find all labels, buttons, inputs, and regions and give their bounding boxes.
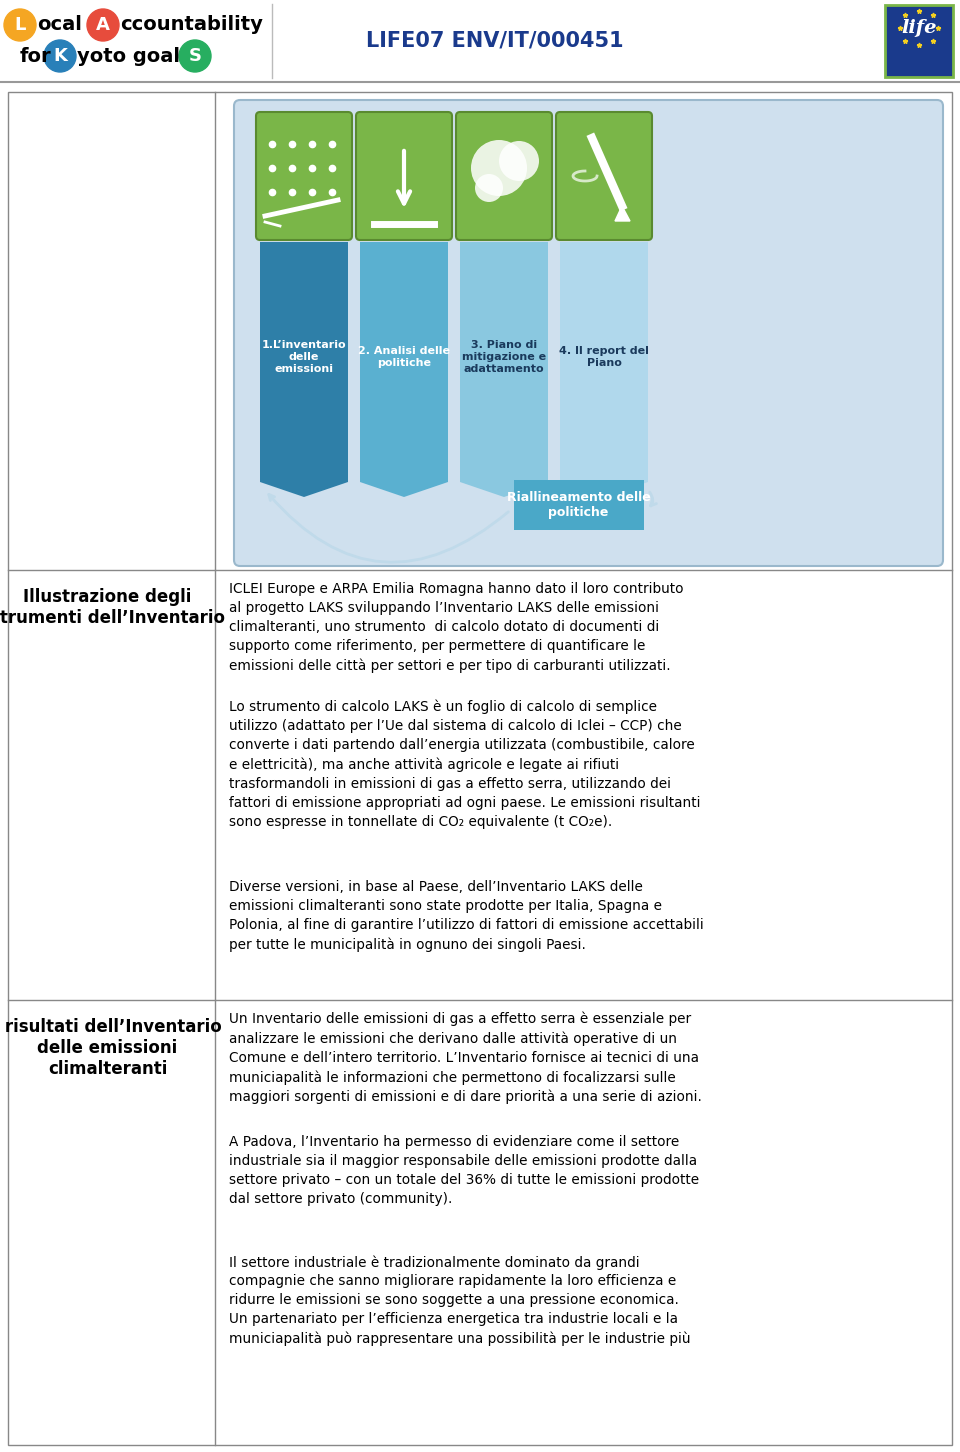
- FancyBboxPatch shape: [356, 112, 452, 240]
- FancyBboxPatch shape: [234, 100, 943, 566]
- Text: A Padova, l’Inventario ha permesso di evidenziare come il settore
industriale si: A Padova, l’Inventario ha permesso di ev…: [229, 1135, 699, 1205]
- Circle shape: [499, 141, 539, 182]
- Bar: [514, 481, 643, 530]
- Polygon shape: [615, 206, 630, 221]
- Text: life: life: [901, 19, 937, 36]
- Polygon shape: [360, 472, 448, 497]
- Text: yoto goal: yoto goal: [77, 46, 180, 65]
- Text: Illustrazione degli
strumenti dell’Inventario: Illustrazione degli strumenti dell’Inven…: [0, 588, 225, 627]
- Circle shape: [87, 9, 119, 41]
- Text: L: L: [14, 16, 26, 33]
- Bar: [560, 242, 648, 472]
- Text: I risultati dell’Inventario
delle emissioni
climalteranti: I risultati dell’Inventario delle emissi…: [0, 1018, 222, 1077]
- Circle shape: [475, 174, 503, 202]
- Circle shape: [179, 41, 211, 73]
- Polygon shape: [560, 472, 648, 497]
- Text: 2. Analisi delle
politiche: 2. Analisi delle politiche: [358, 346, 450, 367]
- Bar: [360, 242, 448, 472]
- Text: 3. Piano di
mitigazione e
adattamento: 3. Piano di mitigazione e adattamento: [462, 340, 546, 373]
- Circle shape: [471, 139, 527, 196]
- Circle shape: [4, 9, 36, 41]
- Text: ICLEI Europe e ARPA Emilia Romagna hanno dato il loro contributo
al progetto LAK: ICLEI Europe e ARPA Emilia Romagna hanno…: [229, 582, 684, 672]
- Bar: [460, 242, 548, 472]
- Text: S: S: [188, 46, 202, 65]
- Bar: [0, 0, 960, 81]
- Text: Diverse versioni, in base al Paese, dell’Inventario LAKS delle
emissioni climalt: Diverse versioni, in base al Paese, dell…: [229, 880, 704, 951]
- Text: K: K: [53, 46, 67, 65]
- Polygon shape: [260, 472, 348, 497]
- Polygon shape: [460, 472, 548, 497]
- Text: Il settore industriale è tradizionalmente dominato da grandi
compagnie che sanno: Il settore industriale è tradizionalment…: [229, 1255, 690, 1346]
- FancyBboxPatch shape: [456, 112, 552, 240]
- Text: ccountability: ccountability: [120, 16, 263, 35]
- Circle shape: [44, 41, 76, 73]
- Bar: [885, 4, 953, 77]
- Text: 4. Il report del
Piano: 4. Il report del Piano: [559, 346, 649, 367]
- Text: 1.L’inventario
delle
emissioni: 1.L’inventario delle emissioni: [262, 340, 347, 373]
- Text: Lo strumento di calcolo LAKS è un foglio di calcolo di semplice
utilizzo (adatta: Lo strumento di calcolo LAKS è un foglio…: [229, 700, 701, 829]
- Text: Un Inventario delle emissioni di gas a effetto serra è essenziale per
analizzare: Un Inventario delle emissioni di gas a e…: [229, 1012, 702, 1105]
- FancyBboxPatch shape: [256, 112, 352, 240]
- Text: for: for: [20, 46, 52, 65]
- Bar: [260, 242, 348, 472]
- Text: LIFE07 ENV/IT/000451: LIFE07 ENV/IT/000451: [366, 30, 624, 51]
- Text: ocal: ocal: [37, 16, 82, 35]
- Text: A: A: [96, 16, 110, 33]
- Text: Riallineamento delle
politiche: Riallineamento delle politiche: [507, 491, 650, 518]
- FancyBboxPatch shape: [556, 112, 652, 240]
